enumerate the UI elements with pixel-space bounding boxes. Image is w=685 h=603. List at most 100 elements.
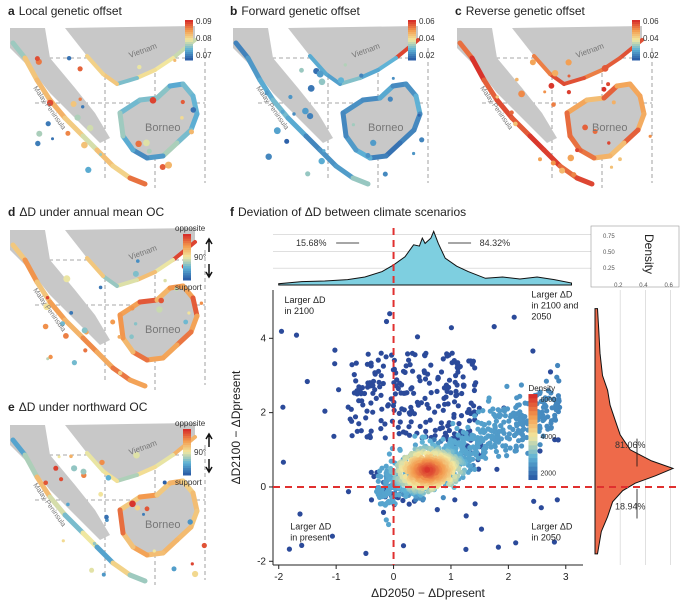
coast-segment: [22, 257, 40, 285]
island-dot: [559, 167, 566, 174]
coast-segment: [94, 349, 116, 371]
density-vtick: 0.75: [603, 234, 615, 240]
scatter-point: [382, 421, 388, 427]
scatter-point: [409, 350, 415, 356]
coast-segment: [135, 68, 157, 80]
scatter-point: [496, 453, 502, 459]
colorbar-segment: [632, 22, 640, 25]
coast-segment: [637, 93, 647, 117]
coast-segment: [120, 530, 136, 550]
hist-tick: 0.4: [639, 283, 648, 289]
coast-segment: [509, 115, 533, 139]
coast-segment: [10, 437, 28, 458]
island-dot: [183, 319, 189, 325]
scatter-point: [358, 428, 364, 434]
scatter-point: [421, 368, 427, 374]
legend-segment: [183, 431, 191, 435]
coast-segment: [567, 133, 583, 153]
island-dot: [187, 311, 191, 315]
island-dot: [159, 164, 166, 170]
scatter-point: [356, 421, 362, 427]
island-dot: [611, 100, 616, 105]
island-dot: [45, 296, 50, 300]
scatter-point: [491, 411, 497, 417]
colorbar-segment: [408, 38, 416, 41]
scatter-point: [531, 498, 537, 504]
coast-segment: [80, 335, 100, 355]
scatter-point: [360, 402, 366, 408]
legend-segment: [183, 252, 191, 256]
scatter-point: [512, 448, 518, 454]
coast-segment: [117, 97, 143, 116]
density-colorbar-segment: [528, 441, 538, 446]
scatter-point: [386, 489, 392, 495]
island-dot: [61, 539, 65, 543]
coast-segment: [130, 544, 150, 558]
coast-segment: [308, 54, 328, 76]
quadrant-label-bottom-left: Larger ΔD: [290, 522, 332, 532]
colorbar-segment: [408, 34, 416, 37]
scatter-point: [537, 442, 543, 448]
coast-segment: [532, 54, 552, 76]
island-dot: [51, 137, 54, 141]
colorbar-segment: [632, 40, 640, 43]
island-dot: [89, 567, 95, 573]
island-dot: [133, 451, 140, 459]
panel-d-title: d ΔD under annual mean OC: [8, 205, 165, 219]
island-dot: [318, 157, 325, 165]
island-dot: [571, 172, 577, 178]
scatter-point: [467, 463, 474, 469]
scatter-point: [493, 448, 499, 455]
colorbar-segment: [408, 46, 416, 49]
arrow-down-icon: [205, 459, 213, 474]
scatter-point: [442, 430, 448, 436]
scatter-point: [522, 400, 528, 406]
coast-segment: [160, 537, 180, 556]
colorbar-segment: [185, 30, 193, 33]
island-dot: [302, 107, 309, 115]
island-dot: [144, 506, 150, 512]
island-dot: [163, 278, 167, 283]
island-dot: [316, 70, 324, 78]
island-dot: [81, 327, 88, 334]
island-dot: [48, 354, 53, 360]
x-tick-label: -1: [332, 572, 341, 583]
coast-segment: [317, 147, 339, 169]
right-hist-area: [594, 308, 675, 555]
scatter-point: [542, 395, 548, 401]
coast-segment: [127, 572, 148, 584]
legend-segment: [183, 440, 191, 444]
coast-segment: [564, 110, 573, 139]
scatter-point: [378, 350, 384, 356]
island-dot: [189, 129, 194, 135]
scatter-point: [368, 428, 374, 434]
coast-segment: [130, 147, 150, 161]
scatter-point: [370, 409, 376, 415]
scatter-point: [463, 546, 469, 552]
scatter-point: [383, 318, 390, 325]
coast-segment: [117, 299, 143, 318]
island-dot: [343, 63, 347, 67]
legend-segment: [183, 240, 191, 244]
colorbar-segment: [185, 38, 193, 41]
scatter-point: [549, 405, 555, 411]
island-dot: [146, 148, 152, 154]
island-dot: [292, 112, 296, 116]
scatter-point: [513, 404, 519, 411]
land-malay: [457, 28, 557, 143]
island-dot: [174, 287, 179, 292]
island-dot: [118, 370, 123, 376]
scatter-point: [460, 429, 466, 435]
scatter-point: [382, 435, 388, 441]
island-dot: [351, 123, 355, 127]
island-dot: [98, 285, 103, 290]
scatter-point: [397, 419, 403, 425]
coast-segment: [115, 473, 139, 483]
island-dot: [99, 153, 102, 156]
quadrant-label-top-left: Larger ΔD: [284, 295, 326, 305]
scatter-point: [495, 544, 501, 550]
scatter-point: [388, 396, 394, 402]
scatter-point: [495, 407, 501, 413]
density-colorbar-segment: [528, 394, 538, 399]
